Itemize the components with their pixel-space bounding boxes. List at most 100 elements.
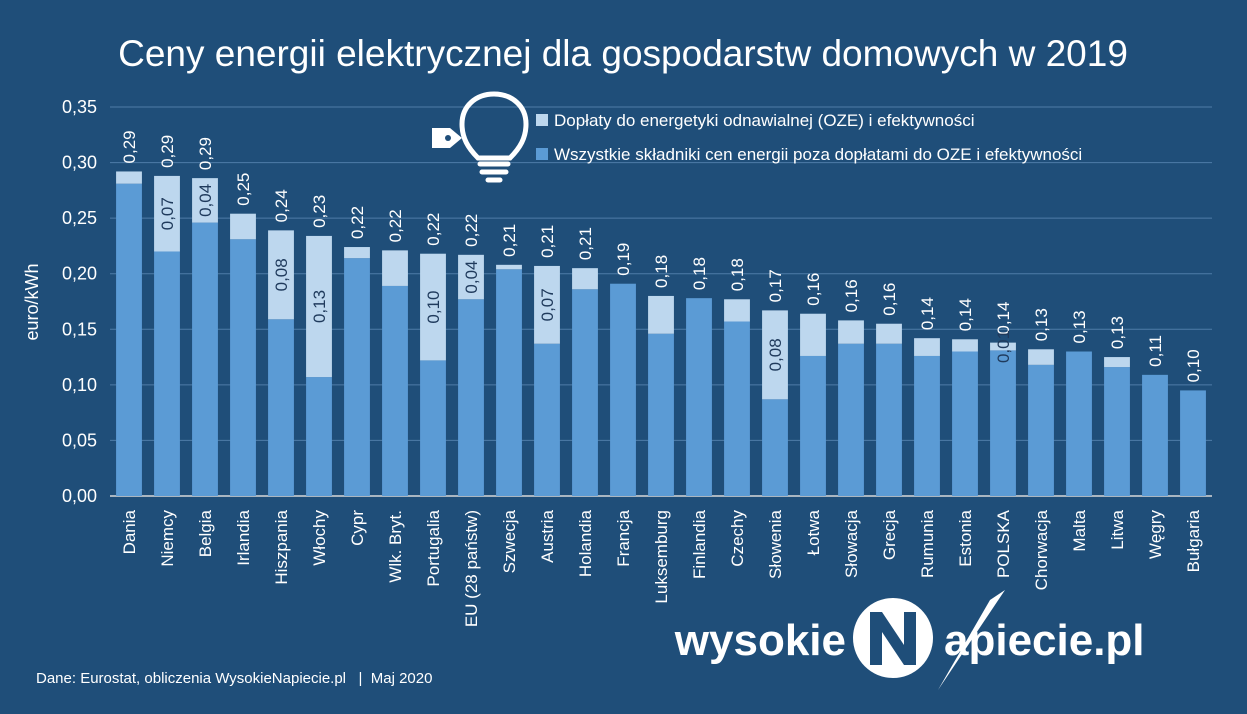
- total-label: 0,19: [614, 243, 633, 276]
- bar-oze: [990, 342, 1016, 351]
- bar-base: [610, 283, 636, 496]
- bar-base: [1104, 367, 1130, 496]
- total-label: 0,22: [462, 214, 481, 247]
- x-tick-label: Chorwacja: [1032, 509, 1051, 590]
- bar-base: [686, 298, 712, 496]
- bar-base: [762, 399, 788, 496]
- oze-label: 0,13: [310, 290, 329, 323]
- bar-base: [192, 222, 218, 497]
- bar-oze: [306, 235, 332, 378]
- total-label: 0,21: [576, 227, 595, 260]
- bar-base: [1180, 390, 1206, 496]
- bar-base: [496, 269, 522, 496]
- bar-base: [724, 321, 750, 496]
- legend-swatch-oze: [536, 114, 548, 126]
- y-axis-label: euro/kWh: [22, 263, 42, 340]
- oze-label: 0,01: [994, 330, 1013, 363]
- bar-oze: [1028, 349, 1054, 365]
- bar-oze: [420, 253, 446, 361]
- lightbulb-icon: [432, 91, 529, 183]
- x-tick-label: Bułgaria: [1184, 509, 1203, 572]
- total-label: 0,11: [1146, 335, 1165, 367]
- bar-base: [838, 343, 864, 496]
- x-tick-label: Niemcy: [158, 510, 177, 567]
- bar-oze: [800, 313, 826, 356]
- total-label: 0,22: [348, 206, 367, 239]
- bar-oze: [1104, 357, 1130, 368]
- bar-base: [876, 343, 902, 496]
- legend: Dopłaty do energetyki odnawialnej (OZE) …: [536, 111, 1082, 164]
- x-tick-label: Słowacja: [842, 509, 861, 578]
- x-tick-label: Szwecja: [500, 509, 519, 573]
- bar-base: [268, 319, 294, 496]
- bar-base: [1028, 364, 1054, 496]
- bar-oze: [838, 320, 864, 344]
- bar-base: [572, 289, 598, 496]
- chart-title: Ceny energii elektrycznej dla gospodarst…: [118, 33, 1128, 74]
- x-tick-label: Łotwa: [804, 509, 823, 555]
- bars: [116, 171, 1206, 497]
- x-tick-label: EU (28 państw): [462, 510, 481, 627]
- bar-base: [1142, 374, 1168, 496]
- y-tick-label: 0,25: [62, 208, 97, 228]
- x-tick-label: Holandia: [576, 509, 595, 577]
- bar-oze: [534, 265, 560, 344]
- x-tick-label: Belgia: [196, 509, 215, 557]
- bar-base: [800, 355, 826, 496]
- total-label: 0,18: [652, 255, 671, 288]
- bar-base: [420, 360, 446, 496]
- bar-oze: [458, 254, 484, 300]
- bar-base: [914, 355, 940, 496]
- bar-base: [990, 350, 1016, 496]
- oze-label: 0,08: [766, 338, 785, 371]
- x-tick-label: Luksemburg: [652, 510, 671, 604]
- total-label: 0,13: [1032, 308, 1051, 341]
- total-label: 0,16: [880, 283, 899, 316]
- x-tick-label: Dania: [120, 509, 139, 554]
- oze-label: 0,10: [424, 291, 443, 324]
- bar-oze: [496, 264, 522, 270]
- y-tick-label: 0,15: [62, 319, 97, 339]
- bar-oze: [230, 213, 256, 240]
- x-tick-label: POLSKA: [994, 509, 1013, 578]
- legend-label-oze: Dopłaty do energetyki odnawialnej (OZE) …: [554, 111, 974, 130]
- x-tick-label: Grecja: [880, 509, 899, 560]
- bar-base: [458, 299, 484, 496]
- total-label: 0,16: [842, 279, 861, 312]
- y-tick-label: 0,10: [62, 375, 97, 395]
- y-tick-label: 0,20: [62, 264, 97, 284]
- oze-label: 0,07: [538, 288, 557, 321]
- total-label: 0,29: [158, 135, 177, 168]
- x-tick-label: Węgry: [1146, 510, 1165, 560]
- oze-label: 0,04: [462, 261, 481, 294]
- x-tick-label: Francja: [614, 509, 633, 566]
- bar-oze: [724, 299, 750, 322]
- x-tick-label: Czechy: [728, 510, 747, 567]
- x-tick-label: Portugalia: [424, 509, 443, 586]
- footer-source: Dane: Eurostat, obliczenia WysokieNapiec…: [36, 670, 432, 687]
- x-tick-label: Hiszpania: [272, 509, 291, 584]
- bar-oze: [116, 171, 142, 184]
- x-tick-label: Estonia: [956, 509, 975, 566]
- total-label: 0,29: [196, 137, 215, 170]
- bar-oze: [192, 178, 218, 223]
- x-tick-label: Rumunia: [918, 509, 937, 578]
- total-label: 0,21: [538, 225, 557, 258]
- bar-oze: [572, 268, 598, 290]
- x-tick-label: Cypr: [348, 510, 367, 546]
- x-tick-label: Włochy: [310, 510, 329, 566]
- oze-label: 0,04: [196, 184, 215, 217]
- total-label: 0,18: [728, 258, 747, 291]
- bar-base: [952, 351, 978, 496]
- bar-oze: [382, 250, 408, 286]
- x-tick-label: Malta: [1070, 509, 1089, 551]
- bar-base: [382, 285, 408, 496]
- bar-base: [230, 239, 256, 496]
- bar-base: [1066, 351, 1092, 496]
- bar-base: [648, 333, 674, 496]
- y-tick-label: 0,00: [62, 486, 97, 506]
- bar-base: [116, 183, 142, 496]
- total-label: 0,24: [272, 189, 291, 222]
